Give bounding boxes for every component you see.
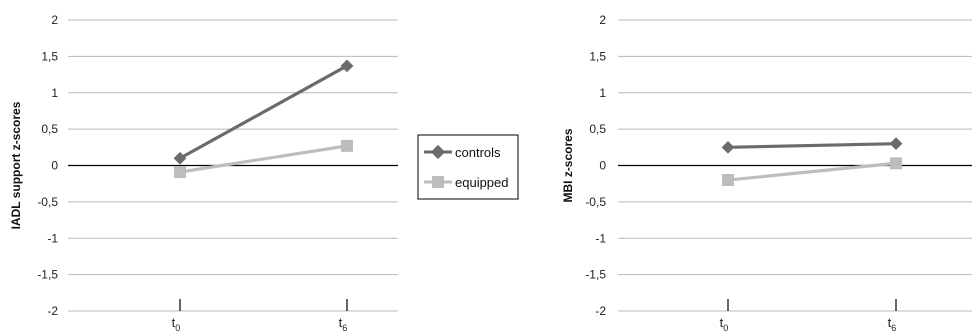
legend-label-equipped: equipped: [455, 175, 509, 190]
data-point-controls: [340, 59, 354, 73]
x-tick-label: t6: [339, 315, 348, 331]
y-tick-label: 1: [51, 86, 58, 100]
series-line-controls: [179, 64, 348, 160]
x-tick-label: t6: [888, 315, 897, 331]
y-axis-title: MBI z-scores: [561, 128, 575, 202]
legend-marker-diamond: [430, 144, 446, 160]
y-tick-label: -1,5: [37, 268, 58, 282]
y-tick-label: -1: [47, 231, 58, 245]
y-tick-label: -1,5: [585, 268, 606, 282]
x-tick-label-subscript: 0: [723, 323, 728, 331]
x-tick-label-subscript: 6: [891, 323, 896, 331]
data-point-equipped: [341, 139, 353, 152]
legend-entry-equipped: equipped: [424, 175, 509, 190]
y-tick-label: 2: [51, 13, 58, 27]
data-point-controls: [889, 137, 903, 151]
y-tick-label: 0,5: [589, 122, 606, 136]
y-tick-label: 0: [51, 159, 58, 173]
y-tick-label: 0,5: [41, 122, 58, 136]
y-tick-label: -2: [47, 304, 58, 318]
y-tick-label: -1: [595, 231, 606, 245]
legend-entry-controls: controls: [424, 144, 501, 160]
series-line-controls: [727, 142, 897, 149]
legend-marker-square: [432, 176, 444, 188]
legend-box: [417, 134, 519, 200]
y-tick-label: 1: [599, 86, 606, 100]
data-point-equipped: [722, 174, 734, 187]
data-point-equipped: [890, 157, 902, 170]
legend: controls equipped: [417, 134, 519, 200]
x-tick-label: t0: [172, 315, 181, 331]
data-point-equipped: [174, 166, 186, 179]
series-line-equipped: [727, 161, 897, 182]
x-tick-label-subscript: 0: [175, 323, 180, 331]
x-tick-label-subscript: 6: [342, 323, 347, 331]
y-tick-label: 1,5: [41, 49, 58, 63]
y-tick-label: 0: [599, 159, 606, 173]
y-tick-label: 2: [599, 13, 606, 27]
data-point-controls: [721, 140, 735, 154]
y-tick-label: -2: [595, 304, 606, 318]
data-point-controls: [173, 151, 187, 165]
x-tick-label-base: t: [720, 315, 724, 330]
x-tick-label-base: t: [172, 315, 176, 330]
y-axis-title: IADL support z-scores: [9, 101, 23, 229]
series-line-equipped: [179, 144, 348, 174]
y-tick-label: 1,5: [589, 49, 606, 63]
y-tick-label: -0,5: [37, 195, 58, 209]
x-tick-label-base: t: [888, 315, 892, 330]
x-tick-label: t0: [720, 315, 729, 331]
y-tick-label: -0,5: [585, 195, 606, 209]
legend-label-controls: controls: [455, 145, 501, 160]
x-tick-label-base: t: [339, 315, 343, 330]
